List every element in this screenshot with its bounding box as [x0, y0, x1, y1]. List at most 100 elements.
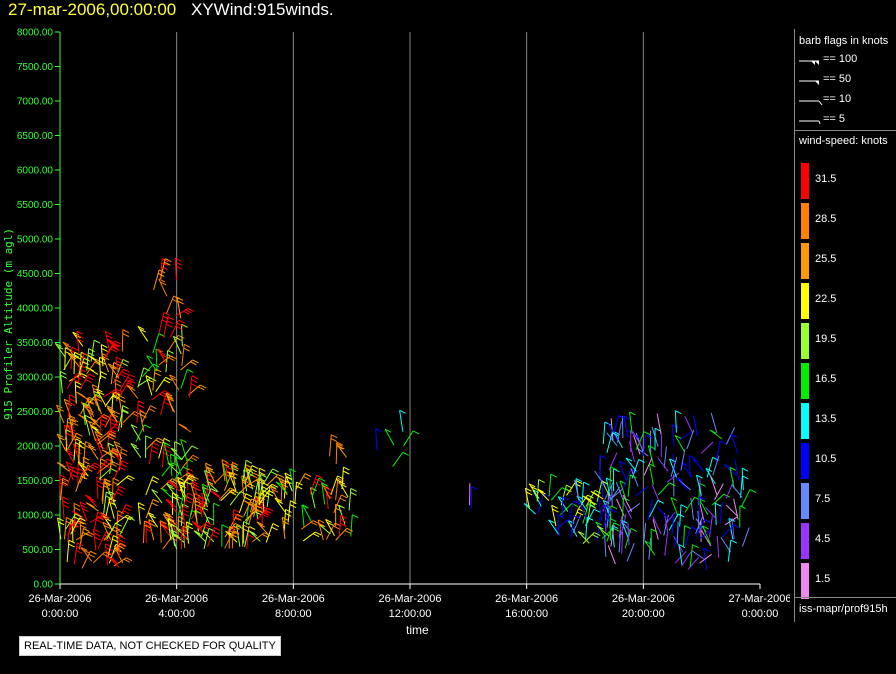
wind-barb-flag — [158, 351, 166, 356]
wind-barb — [231, 462, 235, 485]
wind-barb — [190, 482, 197, 503]
wind-barb-flag — [339, 522, 347, 527]
wind-barb — [107, 363, 120, 379]
wind-barb — [102, 481, 105, 504]
y-tick-label-5: 2500.00 — [17, 407, 54, 418]
wind-barb-flag — [235, 516, 242, 521]
wind-barb-flag — [69, 418, 77, 423]
wind-barb — [162, 534, 174, 550]
wind-barb-flag — [92, 464, 99, 469]
wind-barb — [741, 527, 750, 547]
wind-barb — [679, 431, 693, 441]
wind-barb-flag — [113, 535, 120, 539]
wind-barb-flag — [161, 262, 169, 267]
wind-barb — [112, 478, 114, 501]
wind-barb — [623, 469, 632, 488]
wind-barb — [733, 498, 739, 520]
scale-swatch-8 — [801, 483, 809, 519]
wind-barb-flag — [90, 550, 97, 555]
wind-barb-flag — [65, 402, 72, 407]
wind-barb — [169, 374, 180, 391]
wind-barb-flag — [669, 458, 676, 463]
wind-barb — [170, 447, 183, 461]
wind-barb-flag — [325, 487, 332, 491]
wind-barb-flag — [336, 478, 343, 483]
wind-barb-flag — [589, 504, 597, 509]
wind-barb-flag — [64, 343, 71, 348]
wind-barb — [607, 423, 618, 441]
wind-barb-flag — [90, 466, 97, 471]
wind-barb-flag — [130, 424, 138, 429]
wind-barb-flag — [92, 384, 99, 389]
wind-barb-flag — [247, 472, 255, 477]
wind-barb-flag — [160, 353, 168, 358]
wind-barb-flag — [177, 476, 184, 481]
wind-barb-flag — [79, 464, 87, 468]
wind-barb-flag — [548, 519, 555, 524]
wind-barb-flag — [181, 534, 188, 539]
wind-barb-flag — [62, 496, 69, 501]
wind-barb-flag — [127, 382, 134, 387]
wind-barb-flag — [138, 502, 145, 507]
wind-barb-flag — [538, 479, 545, 483]
wind-barb-flag — [197, 496, 205, 501]
y-tick-label-13: 6500.00 — [17, 131, 54, 142]
wind-barb — [652, 516, 662, 534]
wind-barb-flag — [89, 498, 96, 503]
wind-barb — [107, 535, 114, 556]
wind-barb — [82, 403, 86, 425]
wind-barb — [159, 521, 170, 537]
scale-label-2: 25.5 — [815, 253, 837, 265]
wind-barb — [330, 475, 338, 496]
wind-barb-flag — [741, 467, 749, 472]
wind-barb-flag — [116, 364, 124, 369]
wind-barb — [709, 515, 713, 538]
wind-barb — [241, 475, 245, 498]
wind-barb-flag — [649, 463, 656, 468]
wind-barb-flag — [331, 434, 338, 439]
wind-barb — [620, 519, 632, 533]
wind-barb — [74, 381, 77, 404]
wind-barb-flag — [190, 457, 198, 462]
wind-barb-flag — [207, 516, 215, 521]
wind-barb-flag — [200, 384, 207, 389]
wind-barb — [302, 504, 312, 522]
wind-barb-flag — [103, 525, 111, 529]
wind-barb-flag — [225, 462, 233, 467]
wind-barb-flag — [112, 447, 119, 452]
wind-barb-flag — [167, 350, 174, 354]
wind-barb-flag — [112, 538, 119, 543]
wind-barb — [617, 421, 622, 443]
wind-barb — [625, 457, 637, 472]
wind-barb-flag — [399, 409, 406, 414]
wind-barb — [190, 493, 196, 515]
wind-barb — [728, 518, 734, 540]
wind-barb-flag — [231, 534, 238, 538]
wind-barb — [87, 444, 99, 460]
chart-title: 27-mar-2006,00:00:00 XYWind:915winds. — [8, 0, 334, 20]
wind-barb — [95, 438, 104, 458]
wind-barb-flag — [312, 533, 320, 538]
wind-barb — [159, 394, 167, 416]
scale-swatch-2 — [801, 243, 809, 279]
wind-barb-flag — [94, 536, 101, 541]
wind-barb — [724, 516, 738, 526]
wind-barb-flag — [97, 391, 105, 396]
wind-barb-flag — [611, 525, 619, 530]
wind-barb-flag — [187, 307, 195, 312]
scale-swatch-5 — [801, 363, 809, 399]
wind-barb-flag — [719, 440, 727, 445]
wind-barb — [663, 512, 669, 535]
wind-barb — [318, 523, 331, 535]
wind-barb — [62, 341, 74, 356]
wind-barb — [602, 504, 611, 524]
wind-barb-flag — [285, 476, 293, 481]
wind-barb — [169, 319, 180, 338]
wind-barb-flag — [87, 496, 94, 501]
wind-barb-flag — [204, 523, 211, 528]
wind-barb-flag — [172, 298, 179, 303]
wind-barb — [188, 375, 193, 398]
wind-barb-flag — [72, 353, 80, 358]
wind-barb-flag — [730, 433, 738, 438]
wind-barb — [348, 488, 352, 511]
